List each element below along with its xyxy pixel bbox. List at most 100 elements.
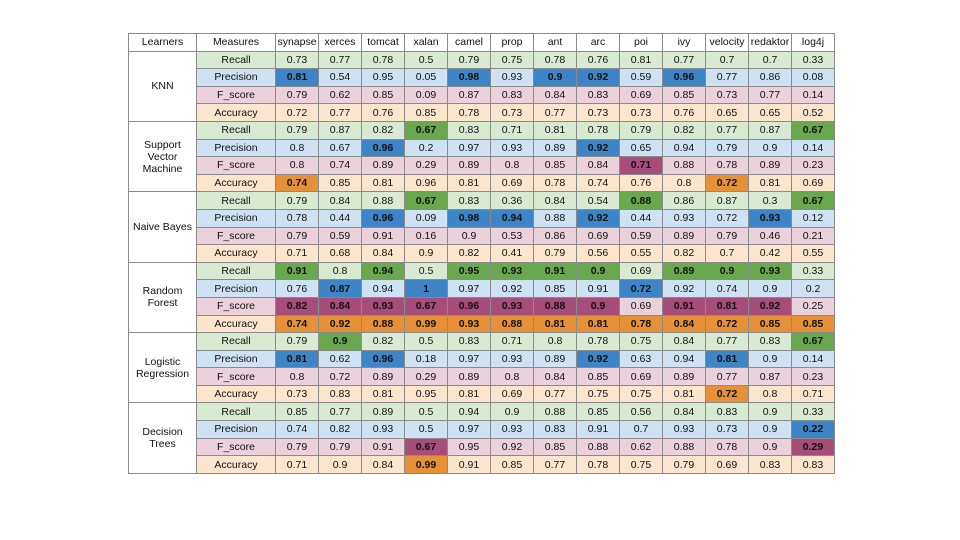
value-cell: 0.82 [662,120,706,140]
value-cell: 0.79 [533,244,577,263]
value-cell: 0.5 [404,402,448,422]
value-cell: 0.12 [791,208,835,228]
value-cell: 0.77 [748,85,792,105]
table-row: Precision 0.81 0.54 0.95 0.05 0.98 0.93 0.9 0.92… [129,68,835,87]
value-cell-best: 0.92 [576,349,620,369]
value-cell: 0.78 [533,173,577,193]
value-cell: 0.92 [490,437,534,457]
value-cell: 0.82 [361,332,405,351]
value-cell: 0.08 [791,68,835,87]
value-cell-best: 1 [404,279,448,298]
value-cell: 0.76 [361,103,405,122]
value-cell-best: 0.9 [318,332,362,351]
value-cell: 0.41 [490,244,534,263]
value-cell: 0.84 [533,191,577,210]
measure-label: F_score [196,437,276,457]
measure-label: F_score [196,85,276,105]
value-cell: 0.93 [662,208,706,228]
value-cell: 0.84 [576,156,620,175]
value-cell: 0.88 [533,402,577,422]
value-cell: 0.89 [533,138,577,158]
value-cell: 0.54 [576,191,620,210]
measure-label: F_score [196,156,276,175]
value-cell: 0.97 [447,138,491,158]
value-cell: 0.88 [662,156,706,175]
value-cell: 0.9 [748,279,792,298]
value-cell: 0.76 [576,50,620,70]
value-cell: 0.21 [791,226,835,246]
value-cell: 0.79 [275,226,319,246]
value-cell: 0.85 [490,455,534,474]
value-cell-best: 0.67 [404,120,448,140]
measure-label: Precision [196,138,276,158]
value-cell: 0.85 [533,437,577,457]
value-cell: 0.33 [791,261,835,281]
value-cell: 0.77 [533,384,577,404]
value-cell: 0.81 [662,384,706,404]
value-cell: 0.23 [791,367,835,386]
measure-label: F_score [196,367,276,386]
learner-name: KNN [128,50,197,122]
value-cell: 0.81 [447,173,491,193]
value-cell: 0.69 [619,367,663,386]
table-row: F_score 0.8 0.74 0.89 0.29 0.89 0.8 0.85 0.84 0.7… [129,156,835,175]
value-cell: 0.79 [318,437,362,457]
value-cell: 0.59 [619,226,663,246]
value-cell-best: 0.91 [533,261,577,281]
value-cell-best: 0.93 [447,314,491,334]
value-cell: 0.92 [490,279,534,298]
value-cell: 0.69 [619,85,663,105]
value-cell: 0.93 [490,138,534,158]
value-cell-best: 0.67 [404,191,448,210]
measure-label: Accuracy [196,384,276,404]
measure-label: Accuracy [196,244,276,263]
value-cell: 0.2 [404,138,448,158]
value-cell: 0.77 [318,402,362,422]
value-cell: 0.78 [705,437,749,457]
value-cell: 0.3 [748,191,792,210]
value-cell: 0.79 [275,332,319,351]
value-cell-best: 0.93 [748,208,792,228]
value-cell-best: 0.92 [318,314,362,334]
table-row: Accuracy 0.73 0.83 0.81 0.95 0.81 0.69 0.77 0.75… [129,384,835,404]
value-cell: 0.73 [490,103,534,122]
value-cell: 0.97 [447,349,491,369]
value-cell: 0.89 [662,226,706,246]
value-cell-best: 0.89 [662,261,706,281]
value-cell: 0.9 [318,455,362,474]
value-cell: 0.84 [662,332,706,351]
learner-name: Decision Trees [128,402,197,474]
value-cell: 0.79 [447,50,491,70]
value-cell: 0.69 [705,455,749,474]
value-cell: 0.36 [490,191,534,210]
value-cell: 0.5 [404,261,448,281]
value-cell-best: 0.94 [361,261,405,281]
value-cell: 0.89 [662,367,706,386]
value-cell-best: 0.81 [705,349,749,369]
value-cell: 0.81 [361,173,405,193]
value-cell: 0.7 [619,420,663,439]
measure-label: Accuracy [196,103,276,122]
value-cell: 0.88 [662,437,706,457]
value-cell: 0.82 [318,420,362,439]
value-cell: 0.9 [748,349,792,369]
value-cell: 0.8 [748,384,792,404]
value-cell: 0.94 [447,402,491,422]
value-cell-best: 0.88 [361,314,405,334]
measure-label: Recall [196,332,276,351]
value-cell: 0.77 [705,332,749,351]
value-cell: 0.85 [361,85,405,105]
value-cell: 0.91 [576,279,620,298]
table-row: F_score 0.79 0.59 0.91 0.16 0.9 0.53 0.86 0.69 0.… [129,226,835,246]
value-cell: 0.89 [447,367,491,386]
measure-label: Accuracy [196,314,276,334]
value-cell: 0.69 [619,296,663,316]
value-cell: 0.8 [533,332,577,351]
header-row: Learners Measures synapse xerces tomcat xalan… [128,33,835,52]
value-cell: 0.56 [619,402,663,422]
measure-label: Recall [196,120,276,140]
value-cell-best: 0.67 [791,120,835,140]
value-cell-best: 0.72 [705,314,749,334]
table-row: Naive Bayes Recall 0.79 0.84 0.88 0.67 0.83 0.3… [128,191,835,263]
value-cell: 0.85 [576,367,620,386]
